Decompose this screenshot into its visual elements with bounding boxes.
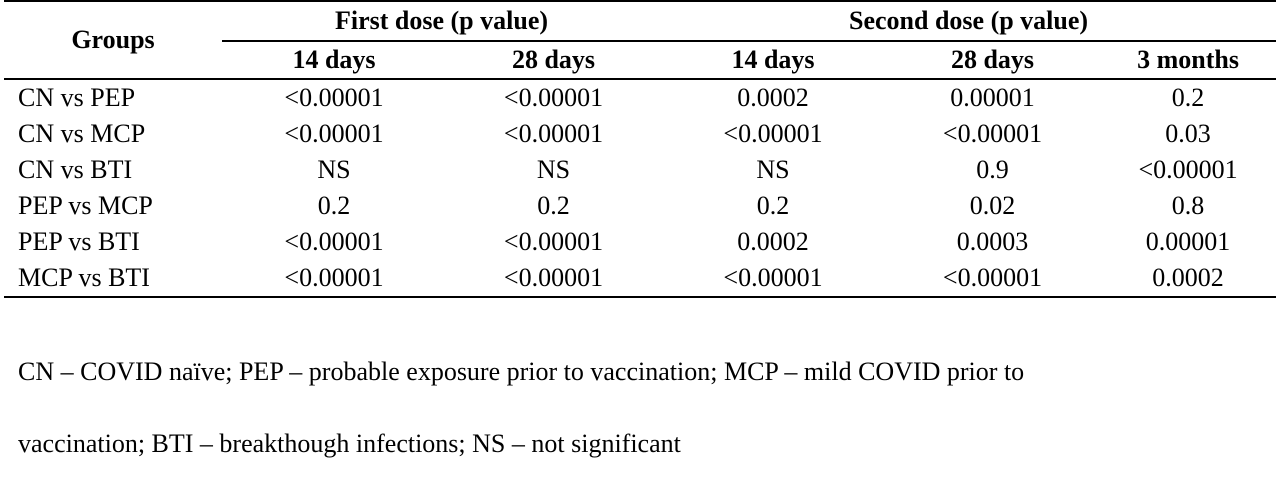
footnote-line-2: vaccination; BTI – breakthough infection… [18, 429, 681, 458]
value-cell: 0.2 [317, 191, 351, 220]
table-row: CN vs PEP <0.00001 <0.00001 0.0002 0.000… [4, 79, 1276, 116]
value-cell: <0.00001 [222, 260, 446, 298]
value-cell: 0.2 [537, 191, 570, 220]
table-row: PEP vs BTI <0.00001 <0.00001 0.0002 0.00… [4, 224, 1276, 260]
first-dose-header: First dose (p value) [222, 0, 662, 42]
sub-header-second-14-days: 14 days [661, 41, 886, 80]
value-cell: <0.00001 [284, 227, 384, 256]
sub-header-second-3-months: 3 months [1100, 41, 1277, 80]
value-cell: <0.00001 [284, 119, 384, 148]
value-cell: <0.00001 [503, 227, 604, 256]
value-cell: 0.9 [976, 155, 1009, 184]
table-row: MCP vs BTI <0.00001 <0.00001 <0.00001 <0… [4, 260, 1277, 298]
sub-header-second-28-days: 28 days [885, 41, 1101, 80]
value-cell: <0.00001 [723, 119, 823, 148]
group-cell: PEP vs BTI [18, 227, 140, 256]
value-cell: NS [536, 155, 571, 184]
value-cell: 0.8 [1171, 191, 1205, 220]
second-dose-header: Second dose (p value) [661, 0, 1277, 42]
value-cell: <0.00001 [1138, 155, 1238, 184]
group-cell: PEP vs MCP [18, 191, 153, 220]
table-row: CN vs MCP <0.00001 <0.00001 <0.00001 <0.… [4, 116, 1276, 152]
table-row: PEP vs MCP 0.2 0.2 0.2 0.02 0.8 [4, 188, 1276, 224]
footnote-line-1: CN – COVID naïve; PEP – probable exposur… [18, 357, 1025, 386]
value-cell: 0.0002 [737, 83, 809, 112]
groups-header: Groups [4, 0, 222, 80]
table-footnote: CN – COVID naïve; PEP – probable exposur… [18, 336, 1268, 480]
sub-header-first-14-days: 14 days [222, 41, 446, 80]
value-cell: 0.03 [1165, 119, 1211, 148]
value-cell: 0.0002 [1100, 260, 1277, 298]
results-table-container: Groups First dose (p value) Second dose … [4, 0, 1277, 298]
value-cell: 0.00001 [950, 83, 1035, 112]
group-cell: CN vs MCP [18, 119, 146, 148]
table-row: CN vs BTI NS NS NS 0.9 <0.00001 [4, 152, 1276, 188]
value-cell: 0.02 [969, 191, 1016, 220]
value-cell: 0.2 [1171, 83, 1205, 112]
value-cell: <0.00001 [503, 83, 604, 112]
group-cell: MCP vs BTI [4, 260, 222, 298]
value-cell: <0.00001 [284, 83, 384, 112]
value-cell: <0.00001 [885, 260, 1101, 298]
value-cell: 0.00001 [1145, 227, 1231, 256]
value-cell: 0.0002 [737, 227, 809, 256]
value-cell: <0.00001 [942, 119, 1043, 148]
p-value-table: Groups First dose (p value) Second dose … [4, 0, 1277, 298]
value-cell: <0.00001 [661, 260, 886, 298]
value-cell: NS [756, 155, 790, 184]
value-cell: 0.2 [756, 191, 790, 220]
sub-header-first-28-days: 28 days [446, 41, 662, 80]
group-cell: CN vs BTI [18, 155, 133, 184]
value-cell: NS [317, 155, 351, 184]
value-cell: 0.0003 [956, 227, 1029, 256]
header-row-top: Groups First dose (p value) Second dose … [4, 0, 1277, 80]
value-cell: <0.00001 [446, 260, 662, 298]
value-cell: <0.00001 [503, 119, 604, 148]
header-row-sub: 14 days 28 days 14 days 28 days 3 months [4, 41, 1277, 80]
group-cell: CN vs PEP [18, 83, 136, 112]
